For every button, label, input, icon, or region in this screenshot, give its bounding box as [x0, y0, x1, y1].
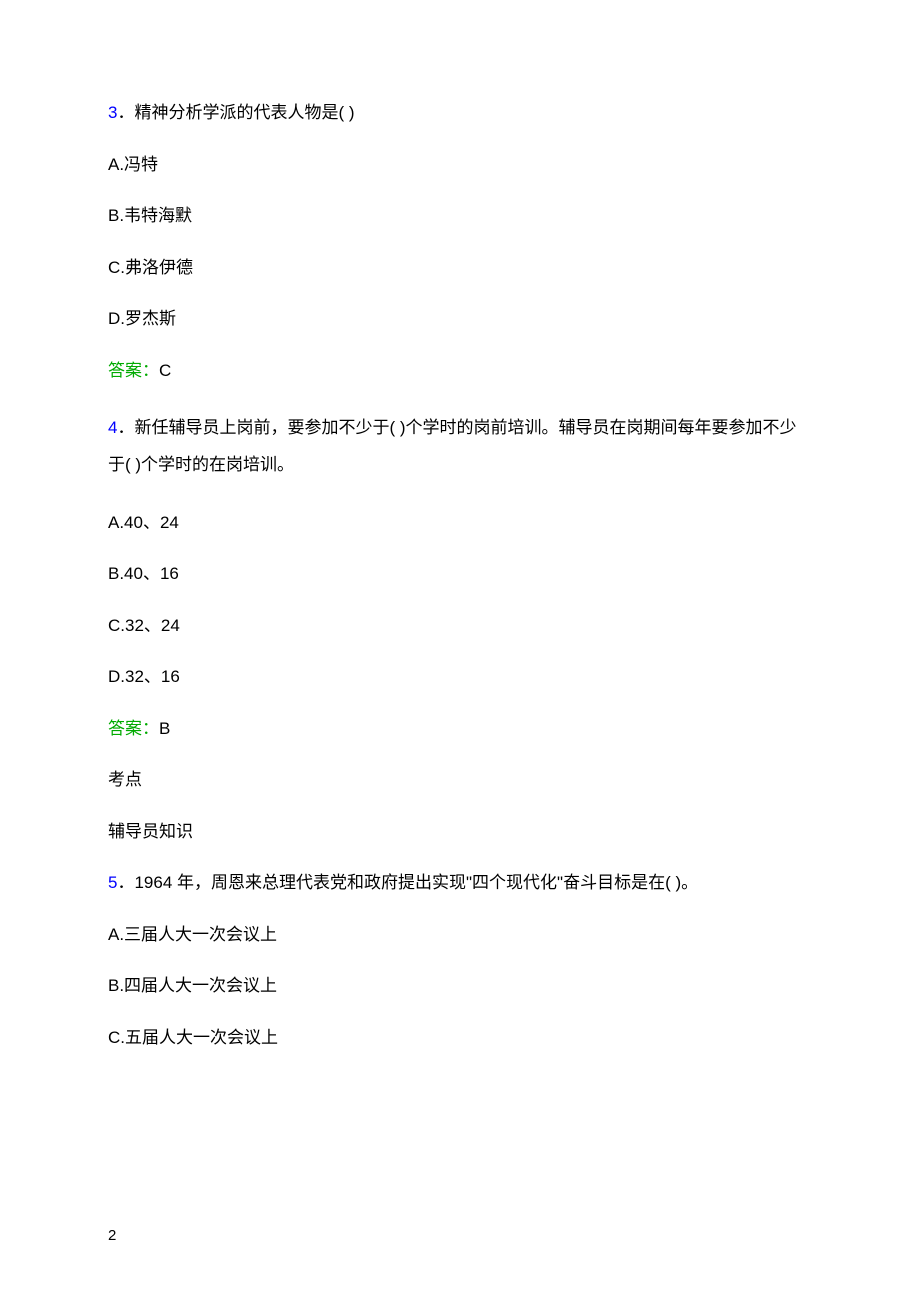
question-4-text: 4．新任辅导员上岗前，要参加不少于( )个学时的岗前培训。辅导员在岗期间每年要参… — [108, 409, 812, 484]
q3-answer: 答案：C — [108, 358, 812, 384]
q4-meta-label: 考点 — [108, 767, 812, 793]
question-5-sep: ． — [117, 873, 134, 892]
q4-option-c: C.32、24 — [108, 613, 812, 639]
q3-answer-value: C — [159, 361, 171, 380]
q5-option-a: A.三届人大一次会议上 — [108, 922, 812, 948]
question-5-content: 1964 年，周恩来总理代表党和政府提出实现"四个现代化"奋斗目标是在( )。 — [134, 873, 698, 892]
page-number: 2 — [108, 1227, 116, 1244]
q4-option-a: A.40、24 — [108, 510, 812, 536]
question-3-text: 3．精神分析学派的代表人物是( ) — [108, 100, 812, 126]
q4-option-b: B.40、16 — [108, 561, 812, 587]
question-4-content: 新任辅导员上岗前，要参加不少于( )个学时的岗前培训。辅导员在岗期间每年要参加不… — [108, 418, 797, 474]
q5-option-c: C.五届人大一次会议上 — [108, 1025, 812, 1051]
question-3-content: 精神分析学派的代表人物是( ) — [134, 103, 354, 122]
q4-answer-value: B — [159, 719, 170, 738]
q4-meta-value: 辅导员知识 — [108, 819, 812, 845]
q3-option-b: B.韦特海默 — [108, 203, 812, 229]
document-content: 3．精神分析学派的代表人物是( ) A.冯特 B.韦特海默 C.弗洛伊德 D.罗… — [0, 0, 920, 1050]
q3-option-d: D.罗杰斯 — [108, 306, 812, 332]
question-5-text: 5．1964 年，周恩来总理代表党和政府提出实现"四个现代化"奋斗目标是在( )… — [108, 870, 812, 896]
q4-option-d: D.32、16 — [108, 664, 812, 690]
question-5-block: 5．1964 年，周恩来总理代表党和政府提出实现"四个现代化"奋斗目标是在( )… — [108, 870, 812, 1050]
q5-option-b: B.四届人大一次会议上 — [108, 973, 812, 999]
question-3-sep: ． — [117, 103, 134, 122]
q4-answer-label: 答案： — [108, 719, 159, 738]
q3-option-c: C.弗洛伊德 — [108, 255, 812, 281]
question-4-block: 4．新任辅导员上岗前，要参加不少于( )个学时的岗前培训。辅导员在岗期间每年要参… — [108, 409, 812, 844]
q3-answer-label: 答案： — [108, 361, 159, 380]
q3-option-a: A.冯特 — [108, 152, 812, 178]
question-4-sep: ． — [117, 418, 134, 437]
question-3-block: 3．精神分析学派的代表人物是( ) A.冯特 B.韦特海默 C.弗洛伊德 D.罗… — [108, 100, 812, 383]
q4-answer: 答案：B — [108, 716, 812, 742]
